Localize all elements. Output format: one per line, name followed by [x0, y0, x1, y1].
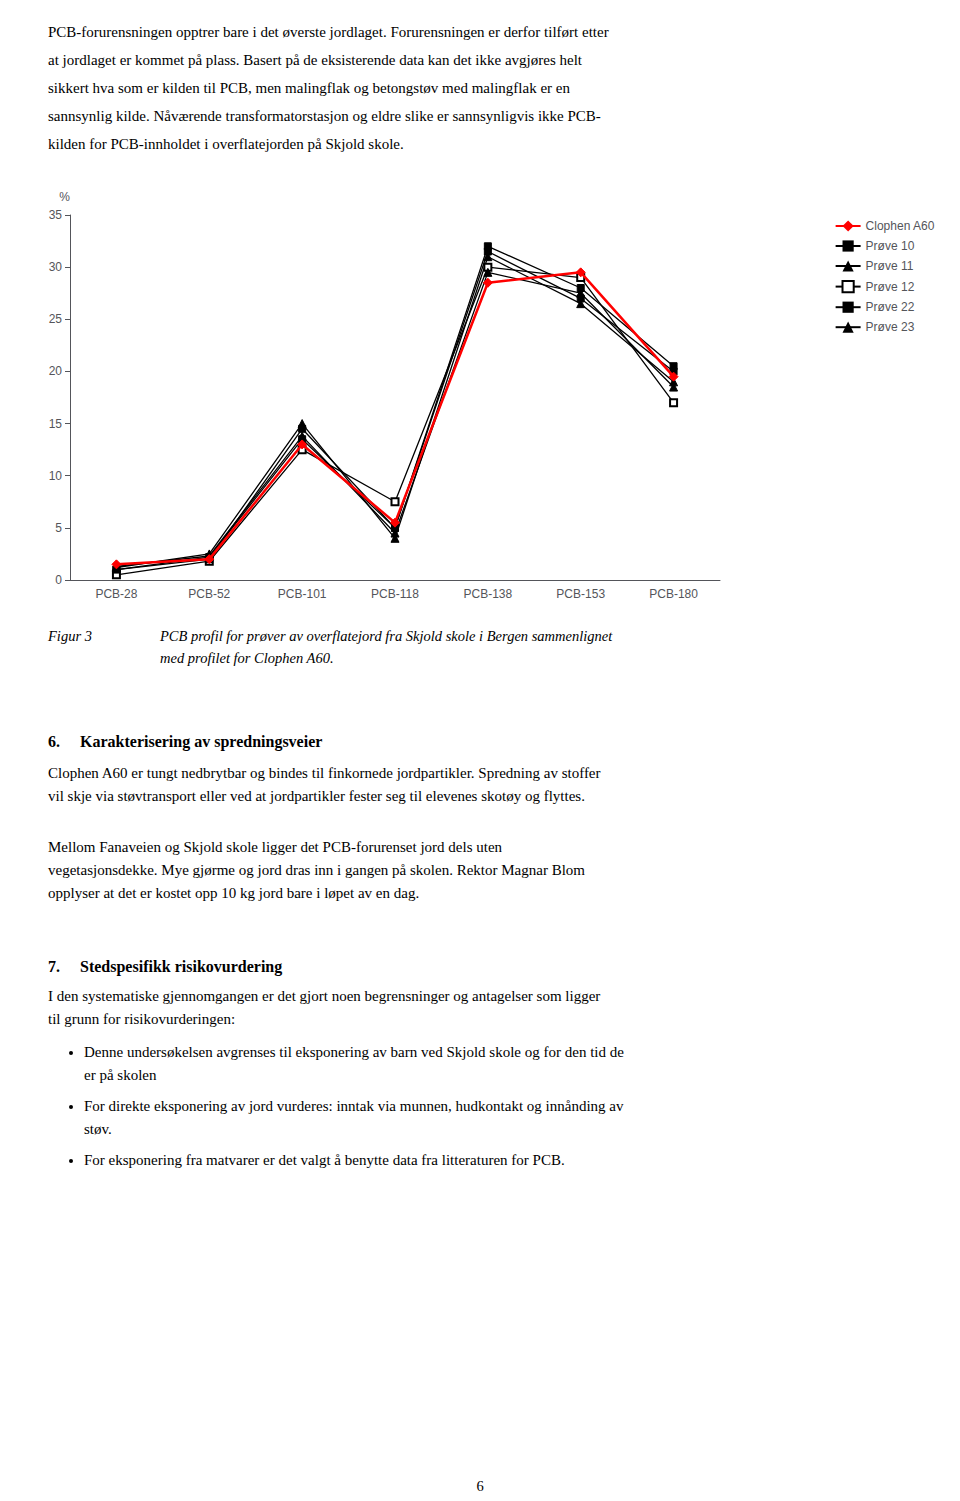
html-text:6. Karakterisering av sprednin: 6. Karakterisering av spredningsveier	[48, 733, 323, 750]
html-text:I den systematiske gjennomgang: I den systematiske gjennomgangen er det …	[48, 988, 601, 1004]
svg-text:PCB-52: PCB-52	[188, 587, 230, 601]
html-text:7. Stedspesifikk risikovurderi: 7. Stedspesifikk risikovurdering	[48, 958, 283, 975]
svg-text:PCB-101: PCB-101	[278, 587, 327, 601]
svg-text:0: 0	[55, 573, 62, 587]
svg-text:Prøve 22: Prøve 22	[866, 300, 915, 314]
html-text:Clophen A60 er tungt nedbrytba: Clophen A60 er tungt nedbrytbar og binde…	[48, 765, 601, 781]
svg-text:PCB-180: PCB-180	[649, 587, 698, 601]
svg-text:Prøve 10: Prøve 10	[866, 239, 915, 253]
html-text:opplyser at det er kostet opp: opplyser at det er kostet opp 10 kg jord…	[48, 885, 420, 901]
svg-text:Prøve 11: Prøve 11	[866, 259, 914, 273]
html-text:vil skje via støvtransport ell: vil skje via støvtransport eller ved at …	[48, 788, 585, 804]
svg-text:15: 15	[49, 417, 63, 431]
html-text:Figur 3: Figur 3	[48, 628, 92, 644]
svg-text:35: 35	[49, 208, 63, 222]
svg-text:30: 30	[49, 260, 63, 274]
html-text:vegetasjonsdekke. Mye gjørme o: vegetasjonsdekke. Mye gjørme og jord dra…	[48, 862, 585, 878]
svg-text:5: 5	[55, 521, 62, 535]
svg-text:PCB-138: PCB-138	[464, 587, 513, 601]
svg-text:20: 20	[49, 364, 63, 378]
svg-text:10: 10	[49, 469, 63, 483]
html-text:PCB profil for prøver av overf: PCB profil for prøver av overflatejord f…	[160, 628, 613, 644]
html-text:PCB-forurensningen opptrer bar: PCB-forurensningen opptrer bare i det øv…	[48, 24, 609, 40]
svg-text:Prøve 23: Prøve 23	[866, 320, 915, 334]
html-text:støv.: støv.	[84, 1121, 112, 1137]
svg-text:25: 25	[49, 312, 63, 326]
html-text:Denne undersøkelsen avgrenses: Denne undersøkelsen avgrenses til ekspon…	[84, 1044, 624, 1060]
html-text:til grunn for risikovurderinge: til grunn for risikovurderingen:	[48, 1011, 235, 1027]
html-text:Mellom Fanaveien og Skjold sko: Mellom Fanaveien og Skjold skole ligger …	[48, 839, 503, 855]
svg-text:Prøve 12: Prøve 12	[866, 280, 915, 294]
svg-text:PCB-28: PCB-28	[95, 587, 137, 601]
svg-text:Clophen A60: Clophen A60	[866, 219, 935, 233]
html-text:sannsynlig kilde. Nåværende tr: sannsynlig kilde. Nåværende transformato…	[48, 108, 601, 124]
html-text:For direkte eksponering av jor: For direkte eksponering av jord vurderes…	[84, 1098, 624, 1114]
html-text:er på skolen: er på skolen	[84, 1067, 157, 1083]
svg-text:%: %	[59, 190, 70, 204]
html-text:kilden for PCB-innholdet i ove: kilden for PCB-innholdet i overflatejord…	[48, 136, 404, 152]
html-text:med profilet for Clophen A60.: med profilet for Clophen A60.	[160, 650, 334, 666]
html-text:at jordlaget er kommet på plas: at jordlaget er kommet på plass. Basert …	[48, 52, 582, 68]
svg-text:PCB-153: PCB-153	[556, 587, 605, 601]
html-text:sikkert hva som er kilden til: sikkert hva som er kilden til PCB, men m…	[48, 80, 570, 96]
html-text:6: 6	[476, 1478, 484, 1494]
svg-text:PCB-118: PCB-118	[371, 587, 419, 601]
html-text:For eksponering fra matvarer e: For eksponering fra matvarer er det valg…	[84, 1152, 565, 1168]
